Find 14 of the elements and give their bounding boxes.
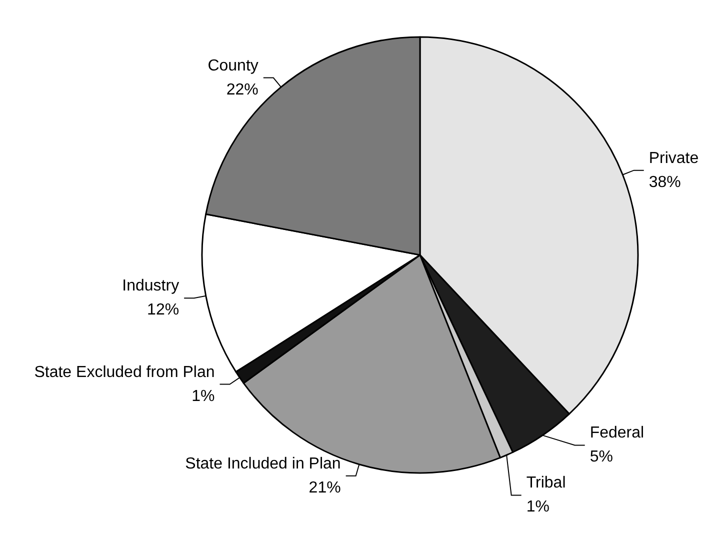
data-label: 5% — [590, 448, 613, 466]
slice-label: Tribal — [526, 474, 566, 492]
data-label: 22% — [226, 81, 258, 98]
slice-label: Private — [648, 150, 699, 167]
data-label: 38% — [648, 174, 681, 191]
slice-label: Industry — [122, 278, 180, 295]
slice-label: State Excluded from Plan — [34, 364, 215, 381]
slice-label: County — [208, 57, 258, 74]
data-label: 21% — [308, 479, 341, 496]
data-label: 1% — [526, 498, 550, 516]
data-label: 12% — [147, 302, 180, 319]
data-label: 1% — [192, 388, 215, 405]
slice-label: Federal — [590, 424, 644, 442]
slice-label: State Included in Plan — [185, 455, 341, 472]
